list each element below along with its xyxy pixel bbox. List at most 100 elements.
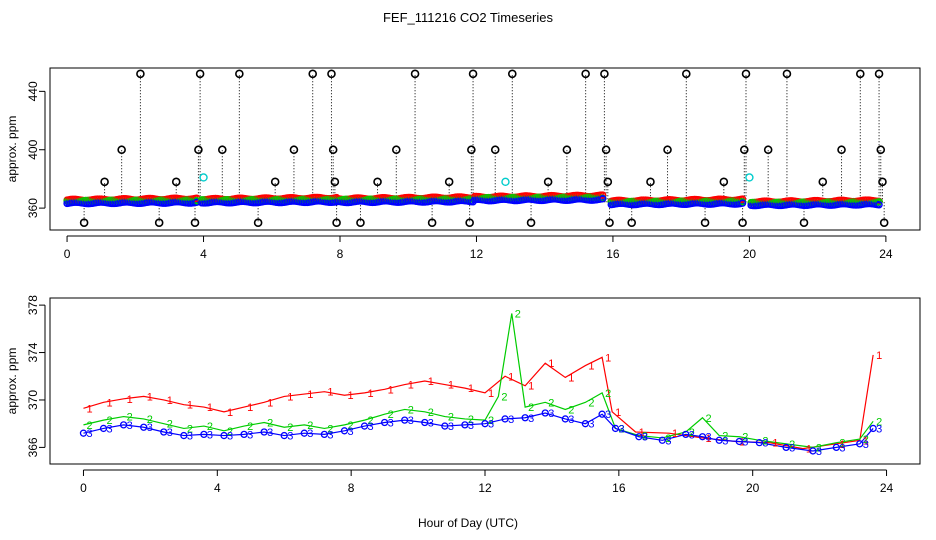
- bottom-series-3-point: [401, 416, 409, 424]
- top-x-tick-label: 16: [606, 247, 620, 261]
- bottom-series-2-marker: 2: [207, 421, 213, 433]
- bottom-series-2-marker: 2: [347, 420, 353, 432]
- bottom-x-axis: 0 4 8 12 16 20 24: [80, 469, 894, 495]
- bottom-series-3-point: [832, 443, 840, 452]
- top-reference-point: [876, 145, 886, 155]
- bottom-series-2-marker: 2: [876, 416, 882, 428]
- top-reference-point: [874, 69, 884, 79]
- top-data-points: [63, 69, 889, 228]
- top-reference-point: [719, 177, 729, 187]
- bottom-series-3-marker: 3: [876, 423, 882, 435]
- top-reference-point: [562, 145, 572, 155]
- bottom-plot-frame: [49, 297, 921, 465]
- bottom-series-1-marker: 1: [187, 400, 193, 412]
- bottom-series-2-marker: 2: [515, 308, 521, 320]
- top-reference-point: [308, 69, 318, 79]
- top-reference-point: [467, 145, 476, 155]
- bottom-series-1-marker: 1: [568, 372, 574, 384]
- top-reference-point: [879, 218, 889, 228]
- top-reference-point: [171, 177, 181, 187]
- bottom-series-1-marker: 1: [428, 376, 434, 388]
- top-reference-point: [195, 69, 205, 79]
- bottom-series-3-point: [658, 436, 666, 444]
- bottom-series-1-marker: 1: [468, 383, 474, 395]
- bottom-series-3-point: [682, 430, 690, 439]
- top-cyan-point: [501, 177, 510, 187]
- bottom-series-3-point: [481, 420, 489, 428]
- top-series2-point: [875, 198, 883, 206]
- bottom-series-1-marker: 1: [615, 407, 621, 419]
- top-reference-point: [117, 145, 126, 155]
- bottom-series-3-marker: 3: [742, 436, 748, 448]
- bottom-series-3-point: [561, 415, 569, 423]
- bottom-y-axis: 366 370 374 378: [26, 295, 46, 457]
- top-reference-point: [543, 177, 553, 187]
- top-reference-point: [581, 69, 590, 79]
- bottom-series-1-marker: 1: [327, 387, 333, 399]
- x-axis-label: Hour of Day (UTC): [418, 516, 518, 530]
- bottom-series-3-point: [521, 414, 529, 422]
- bottom-series-2-marker: 2: [665, 433, 671, 445]
- top-series3-point: [599, 195, 607, 203]
- bottom-series-1-marker: 1: [706, 433, 712, 445]
- bottom-series-1-marker: 1: [548, 358, 554, 370]
- top-reference-point: [681, 69, 691, 79]
- top-reference-point: [217, 145, 227, 155]
- bottom-series-3-marker: 3: [619, 423, 625, 435]
- top-reference-point: [627, 218, 637, 228]
- bottom-x-tick-label: 20: [746, 481, 760, 495]
- bottom-series-3-marker: 3: [528, 413, 534, 425]
- bottom-series-1-marker: 1: [672, 428, 678, 440]
- bottom-series-1-marker: 1: [863, 435, 869, 447]
- bottom-series-1-marker: 1: [347, 390, 353, 402]
- bottom-series-1-marker: 1: [147, 391, 153, 403]
- top-y-axis: 360 400 440: [26, 81, 46, 218]
- top-series3-point: [738, 199, 747, 207]
- bottom-series-2-marker: 2: [605, 388, 611, 400]
- top-reference-point: [332, 218, 341, 228]
- bottom-series-3-point: [119, 421, 128, 429]
- bottom-series-2-marker: 2: [548, 397, 554, 409]
- bottom-series-3-point: [869, 424, 877, 433]
- bottom-series-3-marker: 3: [488, 419, 494, 431]
- bottom-series-3-marker: 3: [207, 429, 213, 441]
- bottom-series-1-marker: 1: [528, 381, 534, 393]
- bottom-series-3-marker: 3: [642, 432, 648, 444]
- top-reference-point: [136, 69, 145, 79]
- bottom-series-3-point: [698, 433, 707, 441]
- bottom-series-3-point: [541, 409, 549, 417]
- bottom-series-3-marker: 3: [816, 446, 822, 458]
- top-reference-point: [373, 177, 382, 187]
- bottom-series-3-marker: 3: [706, 432, 712, 444]
- bottom-series-3-point: [635, 433, 643, 441]
- bottom-series-2-marker: 2: [706, 413, 712, 425]
- bottom-x-tick-label: 24: [880, 481, 894, 495]
- bottom-series-1-marker: 1: [388, 384, 394, 396]
- bottom-series-3-marker: 3: [267, 427, 273, 439]
- bottom-y-tick-label: 366: [26, 437, 40, 457]
- bottom-series-2-marker: 2: [642, 431, 648, 443]
- top-cyan-point: [199, 173, 208, 182]
- bottom-series-3-marker: 3: [107, 423, 113, 435]
- top-x-tick-label: 24: [879, 247, 893, 261]
- bottom-series-2-marker: 2: [187, 423, 193, 435]
- top-reference-point: [507, 69, 517, 79]
- bottom-series-2-marker: 2: [448, 412, 454, 424]
- top-reference-point: [465, 218, 474, 228]
- bottom-series-2-marker: 2: [588, 397, 594, 409]
- top-reference-point: [738, 218, 747, 228]
- top-reference-point: [328, 145, 338, 155]
- bottom-series-1-marker: 1: [508, 371, 514, 383]
- bottom-series-3-line: [83, 412, 874, 452]
- top-reference-point: [490, 145, 500, 155]
- top-reference-point: [526, 218, 536, 228]
- bottom-x-tick-label: 0: [80, 481, 87, 495]
- bottom-series-1-line: [83, 354, 874, 450]
- top-panel: 0 4 8 12 16 20 24 360 400 440 approx. ppm: [5, 67, 921, 261]
- bottom-series-3-point: [240, 430, 248, 439]
- bottom-series-3-marker: 3: [147, 422, 153, 434]
- bottom-series-3-marker: 3: [428, 418, 434, 430]
- bottom-series-2-marker: 2: [408, 404, 414, 416]
- figure-title: FEF_111216 CO2 Timeseries: [383, 10, 554, 25]
